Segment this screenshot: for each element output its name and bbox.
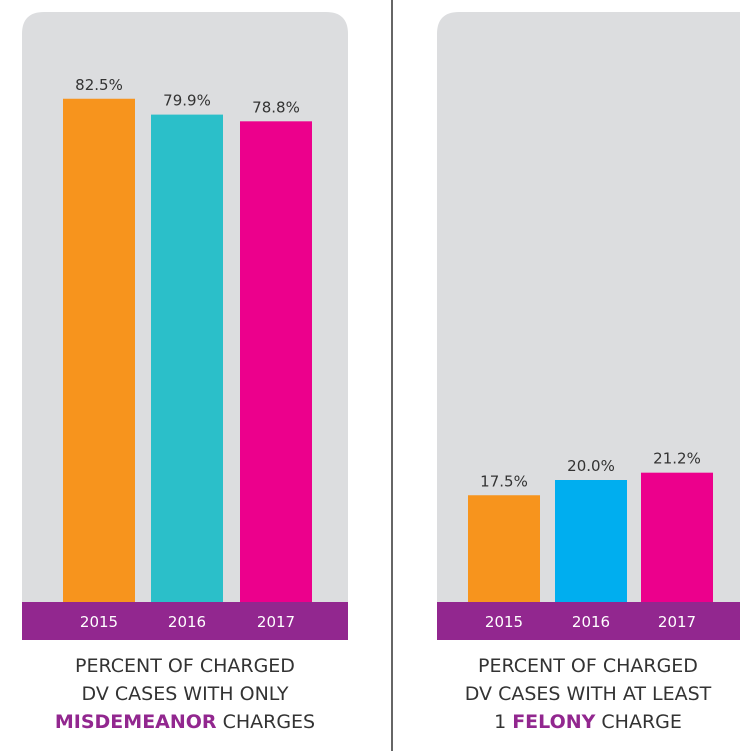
value-label: 20.0%	[567, 457, 615, 475]
category-label: 2017	[257, 613, 295, 631]
caption-emphasis: FELONY	[512, 711, 595, 733]
value-label: 79.9%	[163, 92, 211, 110]
value-label: 21.2%	[653, 450, 701, 468]
caption-line: PERCENT OF CHARGED	[478, 655, 698, 677]
caption-line: PERCENT OF CHARGED	[75, 655, 295, 677]
category-label: 2017	[658, 613, 696, 631]
caption-emphasis: MISDEMEANOR	[55, 711, 217, 733]
category-label: 2015	[80, 613, 118, 631]
bar	[641, 472, 713, 602]
category-label: 2016	[168, 613, 206, 631]
caption-prefix: 1	[494, 711, 506, 733]
caption-rest: CHARGE	[601, 711, 681, 733]
bar	[240, 121, 312, 602]
bar	[468, 495, 540, 602]
caption-line: DV CASES WITH AT LEAST	[465, 683, 712, 705]
value-label: 17.5%	[480, 472, 528, 490]
bar	[555, 480, 627, 602]
bar	[151, 114, 223, 603]
caption-line: MISDEMEANOR CHARGES	[55, 711, 315, 733]
year-band	[437, 602, 740, 640]
category-label: 2016	[572, 613, 610, 631]
bar	[63, 98, 135, 602]
value-label: 78.8%	[252, 98, 300, 116]
caption-rest: CHARGES	[223, 711, 316, 733]
caption-line: DV CASES WITH ONLY	[82, 683, 289, 705]
category-label: 2015	[485, 613, 523, 631]
year-band	[22, 602, 348, 640]
caption-line: 1 FELONY CHARGE	[494, 711, 682, 733]
value-label: 82.5%	[75, 76, 123, 94]
